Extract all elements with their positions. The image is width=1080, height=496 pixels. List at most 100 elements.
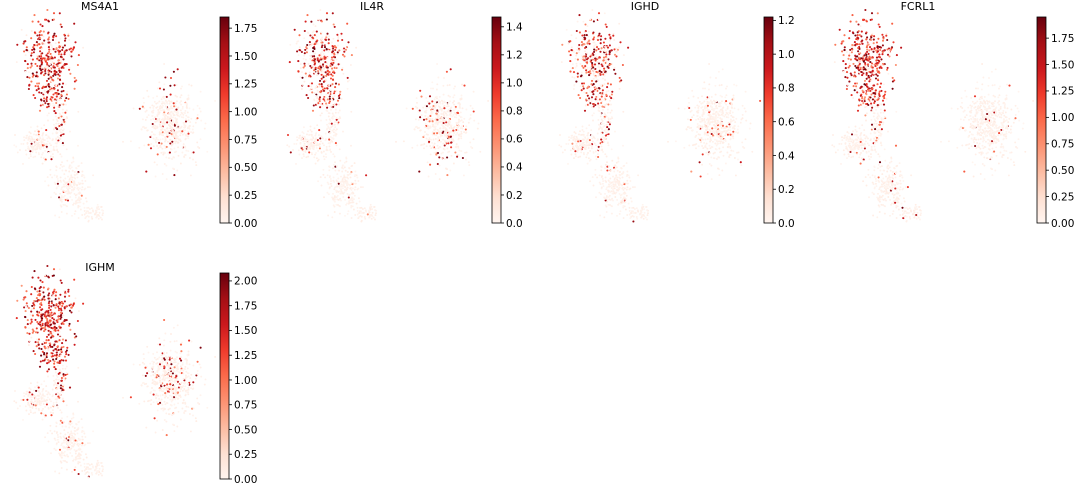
cell-point <box>577 46 579 48</box>
cell-point <box>436 83 438 85</box>
cell-point <box>718 105 720 107</box>
cell-point <box>375 212 377 214</box>
cell-point <box>595 90 597 92</box>
cell-point <box>171 158 173 160</box>
cell-point <box>30 66 32 68</box>
cell-point <box>77 172 79 174</box>
cell-point <box>183 112 185 114</box>
cell-point <box>341 69 343 71</box>
cell-point <box>161 143 163 145</box>
cell-point <box>60 58 62 60</box>
cell-point <box>725 109 727 111</box>
cell-point <box>607 66 609 68</box>
cell-point <box>707 173 709 175</box>
cell-point <box>610 183 612 185</box>
cell-point <box>322 174 324 176</box>
cell-point <box>599 149 601 151</box>
cell-point <box>97 204 99 206</box>
cell-point <box>457 129 459 131</box>
cell-point <box>867 63 869 65</box>
cell-point <box>298 49 300 51</box>
colorbar-tick-label: 0.8 <box>778 83 795 95</box>
cell-point <box>181 85 183 87</box>
cell-point <box>459 105 461 107</box>
cell-point <box>333 181 335 183</box>
cell-point <box>296 136 298 138</box>
cell-point <box>441 110 443 112</box>
cell-point <box>320 93 322 95</box>
colorbar-tick-label: 1.0 <box>506 78 523 90</box>
cell-point <box>172 112 174 114</box>
cell-point <box>449 96 451 98</box>
cell-point <box>310 85 312 87</box>
cell-point <box>438 99 440 101</box>
cell-point <box>458 150 460 152</box>
cell-point <box>61 187 63 189</box>
cell-point <box>56 128 58 130</box>
cell-point <box>309 34 311 36</box>
cell-point <box>737 109 739 111</box>
cell-point <box>731 107 733 109</box>
cell-point <box>186 103 188 105</box>
cell-point <box>155 176 157 178</box>
cell-point <box>437 145 439 147</box>
cell-point <box>878 53 880 55</box>
cell-point <box>579 156 581 158</box>
cell-point <box>42 132 44 134</box>
cell-point <box>715 107 717 109</box>
cell-point <box>456 143 458 145</box>
cell-point <box>316 147 318 149</box>
cell-point <box>52 71 54 73</box>
cell-point <box>457 126 459 128</box>
cell-point <box>875 73 877 75</box>
cell-point <box>54 215 56 217</box>
cell-point <box>357 207 359 209</box>
cell-point <box>75 184 77 186</box>
cell-point <box>412 108 414 110</box>
cell-point <box>313 99 315 101</box>
cell-point <box>329 132 331 134</box>
cell-point <box>619 210 621 212</box>
cell-point <box>330 180 332 182</box>
cell-point <box>185 150 187 152</box>
cell-point <box>83 177 85 179</box>
cell-point <box>708 97 710 99</box>
cell-point <box>40 146 42 148</box>
cell-point <box>44 43 46 45</box>
cell-point <box>726 152 728 154</box>
cell-point <box>585 92 587 94</box>
cell-point <box>39 110 41 112</box>
cell-point <box>431 110 433 112</box>
cell-point <box>81 162 83 164</box>
cell-point <box>698 127 700 129</box>
cell-point <box>595 151 597 153</box>
cell-point <box>153 118 155 120</box>
cell-point <box>577 76 579 78</box>
cell-point <box>55 42 57 44</box>
cell-point <box>320 57 322 59</box>
cell-point <box>48 85 50 87</box>
cell-point <box>49 169 51 171</box>
cell-point <box>585 146 587 148</box>
cell-point <box>321 72 323 74</box>
cell-point <box>455 108 457 110</box>
cell-point <box>310 145 312 147</box>
cell-point <box>53 33 55 35</box>
cell-point <box>611 91 613 93</box>
cell-point <box>372 212 374 214</box>
cell-point <box>333 135 335 137</box>
cell-point <box>714 103 716 105</box>
cell-point <box>604 138 606 140</box>
cell-point <box>421 114 423 116</box>
cell-point <box>61 49 63 51</box>
cell-point <box>858 48 860 50</box>
cell-point <box>63 165 65 167</box>
cell-point <box>601 96 603 98</box>
cell-point <box>319 64 321 66</box>
cell-point <box>56 123 58 125</box>
cell-point <box>446 148 448 150</box>
cell-point <box>877 38 879 40</box>
cell-point <box>327 215 329 217</box>
cell-point <box>333 53 335 55</box>
cell-point <box>321 78 323 80</box>
